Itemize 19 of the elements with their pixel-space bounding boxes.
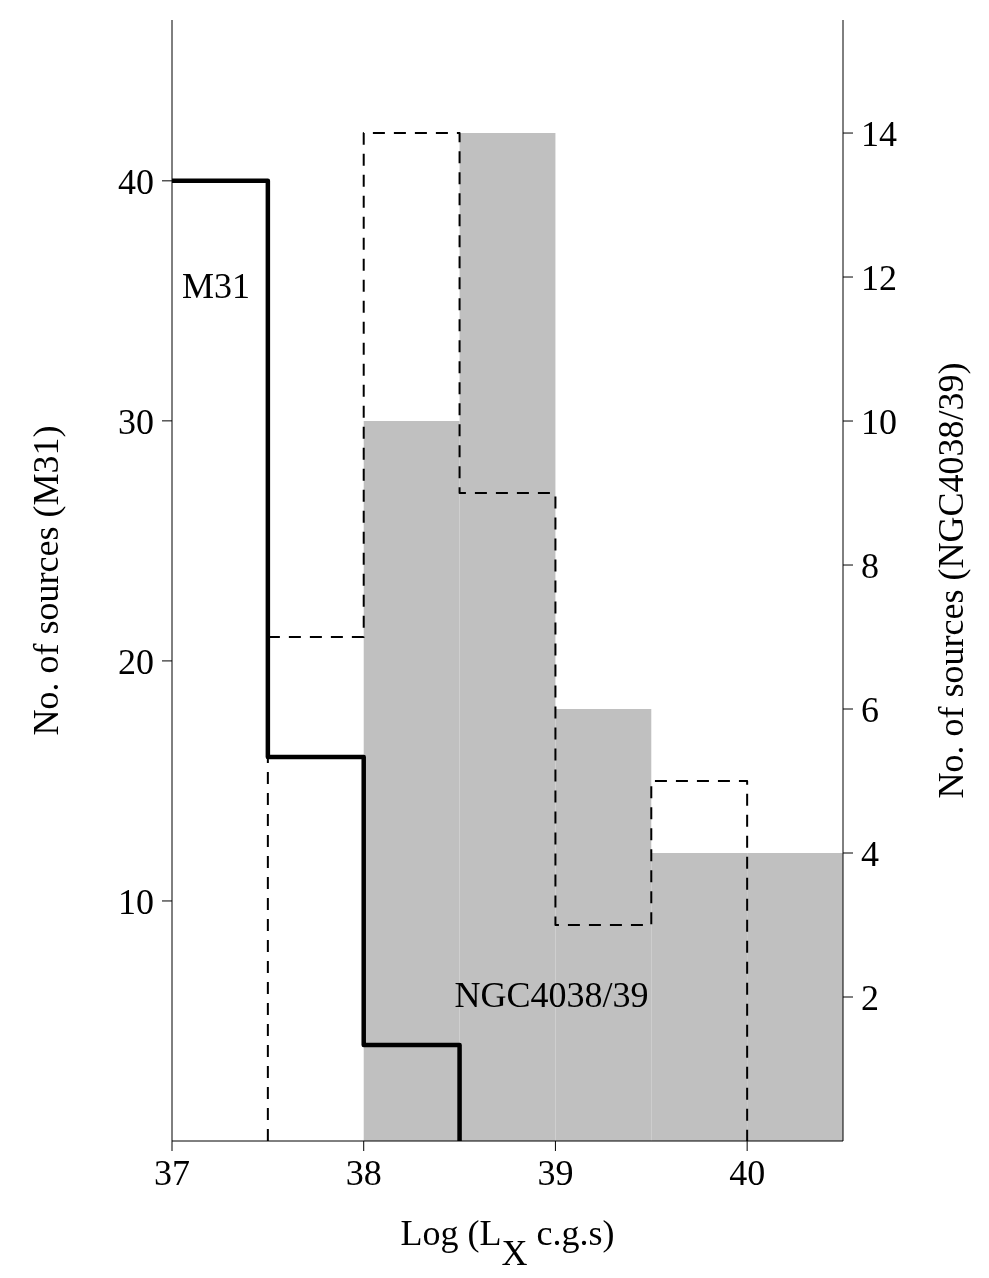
y2-tick-label: 12 <box>861 257 897 298</box>
y2-axis-title: No. of sources (NGC4038/39) <box>931 362 971 799</box>
y-tick-label: 20 <box>118 641 154 682</box>
x-tick-label: 40 <box>729 1152 766 1193</box>
y-tick-label: 40 <box>118 161 154 202</box>
x-tick-label: 37 <box>154 1152 190 1193</box>
y2-tick-label: 6 <box>861 689 879 730</box>
y2-tick-label: 14 <box>861 113 897 154</box>
x-tick-label: 38 <box>345 1152 382 1193</box>
y-tick-label: 30 <box>118 401 154 442</box>
y2-tick-label: 8 <box>861 545 879 586</box>
x-tick-label: 39 <box>537 1152 574 1193</box>
y2-tick-label: 4 <box>861 833 879 874</box>
annotation: M31 <box>182 266 251 307</box>
y2-tick-label: 2 <box>861 977 879 1018</box>
y2-tick-label: 10 <box>861 401 897 442</box>
annotation: NGC4038/39 <box>454 974 649 1015</box>
y-tick-label: 10 <box>118 881 154 922</box>
y-axis-title: No. of sources (M31) <box>26 425 66 736</box>
